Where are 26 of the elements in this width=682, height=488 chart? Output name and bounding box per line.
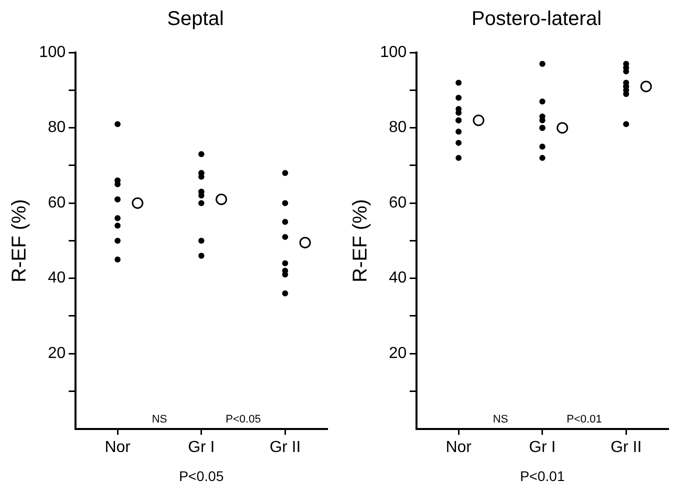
chart-title: Septal bbox=[166, 8, 225, 31]
y-tick-label: 60 bbox=[388, 194, 407, 212]
annotation: NS bbox=[152, 413, 168, 426]
x-tick-label: Gr I bbox=[188, 438, 215, 456]
y-axis-title: R-EF (%) bbox=[350, 199, 372, 282]
y-tick-label: 80 bbox=[48, 119, 66, 136]
y-tick-label: 100 bbox=[380, 44, 407, 62]
x-tick-label: Gr II bbox=[270, 438, 301, 456]
x-tick-label: Gr I bbox=[529, 438, 556, 456]
y-tick-label: 20 bbox=[48, 344, 66, 362]
y-tick-label: 100 bbox=[38, 44, 66, 62]
text: P<0.05 bbox=[178, 468, 224, 484]
y-tick-label: 60 bbox=[48, 194, 66, 212]
annotation: P<0.01 bbox=[566, 413, 602, 426]
text: P<0.01 bbox=[520, 468, 565, 484]
y-tick-label: 40 bbox=[48, 270, 66, 287]
chart-title: Postero-lateral bbox=[470, 8, 603, 31]
y-tick-label: 40 bbox=[388, 270, 407, 287]
y-tick-label: 80 bbox=[388, 119, 407, 136]
annotation: P<0.05 bbox=[226, 413, 261, 426]
x-tick-label: Nor bbox=[446, 438, 472, 456]
x-tick-label: Nor bbox=[104, 438, 132, 456]
y-axis-title: R-EF (%) bbox=[8, 199, 31, 282]
x-tick-label: Gr II bbox=[610, 438, 642, 456]
annotation: NS bbox=[492, 413, 508, 426]
y-tick-label: 20 bbox=[388, 344, 407, 362]
